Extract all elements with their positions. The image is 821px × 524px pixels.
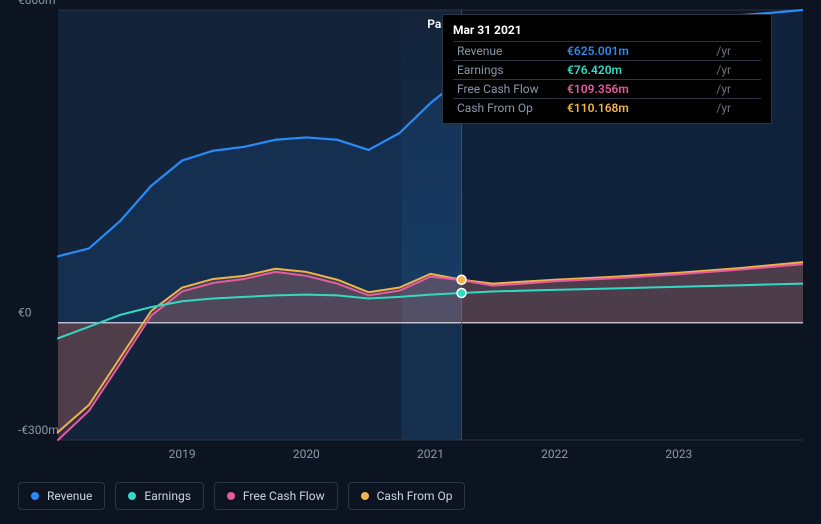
- tooltip-table: Revenue€625.001m/yrEarnings€76.420m/yrFr…: [453, 41, 761, 117]
- tooltip-row-value: €625.001m: [563, 42, 712, 61]
- legend-item-label: Revenue: [47, 489, 92, 503]
- tooltip-row: Earnings€76.420m/yr: [453, 61, 761, 80]
- y-axis-label: €0: [18, 306, 32, 320]
- chart-tooltip: Mar 31 2021 Revenue€625.001m/yrEarnings€…: [442, 14, 772, 124]
- tooltip-row: Cash From Op€110.168m/yr: [453, 99, 761, 118]
- marker-dot-earnings: [457, 289, 466, 298]
- x-axis-label: 2022: [541, 447, 568, 461]
- tooltip-row-label: Revenue: [453, 42, 563, 61]
- y-axis-label: -€300m: [18, 423, 59, 437]
- x-axis-label: 2021: [417, 447, 444, 461]
- legend-item-revenue[interactable]: Revenue: [18, 482, 105, 510]
- y-axis-label: €800m: [18, 0, 56, 7]
- legend-dot-icon: [227, 492, 235, 500]
- tooltip-row-value: €110.168m: [563, 99, 712, 118]
- tooltip-row-label: Earnings: [453, 61, 563, 80]
- legend-item-label: Cash From Op: [377, 489, 453, 503]
- tooltip-date: Mar 31 2021: [453, 21, 761, 41]
- tooltip-row-label: Free Cash Flow: [453, 80, 563, 99]
- x-axis-label: 2019: [169, 447, 196, 461]
- tooltip-row-value: €76.420m: [563, 61, 712, 80]
- tooltip-row: Free Cash Flow€109.356m/yr: [453, 80, 761, 99]
- chart-legend: Revenue Earnings Free Cash Flow Cash From O…: [18, 482, 465, 510]
- tooltip-row-unit: /yr: [712, 42, 761, 61]
- tooltip-row-unit: /yr: [712, 61, 761, 80]
- x-axis-label: 2023: [665, 447, 692, 461]
- tooltip-row-label: Cash From Op: [453, 99, 563, 118]
- tooltip-row-unit: /yr: [712, 80, 761, 99]
- legend-dot-icon: [31, 492, 39, 500]
- legend-item-label: Free Cash Flow: [243, 489, 325, 503]
- legend-item-earnings[interactable]: Earnings: [115, 482, 204, 510]
- tooltip-row: Revenue€625.001m/yr: [453, 42, 761, 61]
- legend-item-cash_from_op[interactable]: Cash From Op: [348, 482, 466, 510]
- tooltip-row-unit: /yr: [712, 99, 761, 118]
- legend-item-label: Earnings: [144, 489, 191, 503]
- legend-item-free_cash_flow[interactable]: Free Cash Flow: [214, 482, 338, 510]
- legend-dot-icon: [128, 492, 136, 500]
- marker-dot-cash_from_op: [457, 275, 466, 284]
- tooltip-row-value: €109.356m: [563, 80, 712, 99]
- x-axis-label: 2020: [293, 447, 320, 461]
- legend-dot-icon: [361, 492, 369, 500]
